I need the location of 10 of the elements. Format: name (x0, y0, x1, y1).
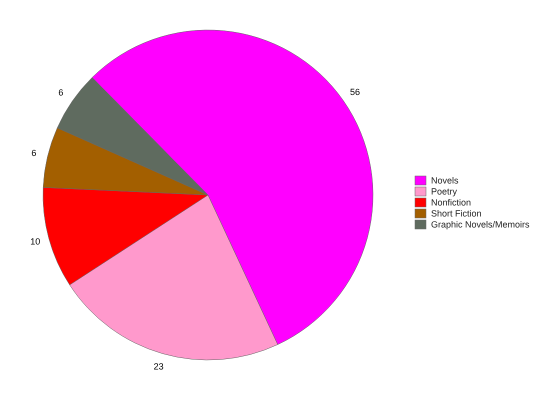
legend-label: Nonfiction (431, 197, 472, 208)
data-label: 23 (154, 361, 164, 372)
data-label: 6 (58, 87, 64, 98)
data-label: 6 (31, 148, 36, 158)
legend-label: Novels (431, 175, 460, 186)
legend-label: Graphic Novels/Memoirs (431, 219, 530, 230)
legend-label: Poetry (431, 186, 458, 196)
data-label: 10 (30, 236, 40, 246)
legend-label: Short Fiction (431, 208, 482, 218)
data-label: 56 (350, 87, 360, 98)
